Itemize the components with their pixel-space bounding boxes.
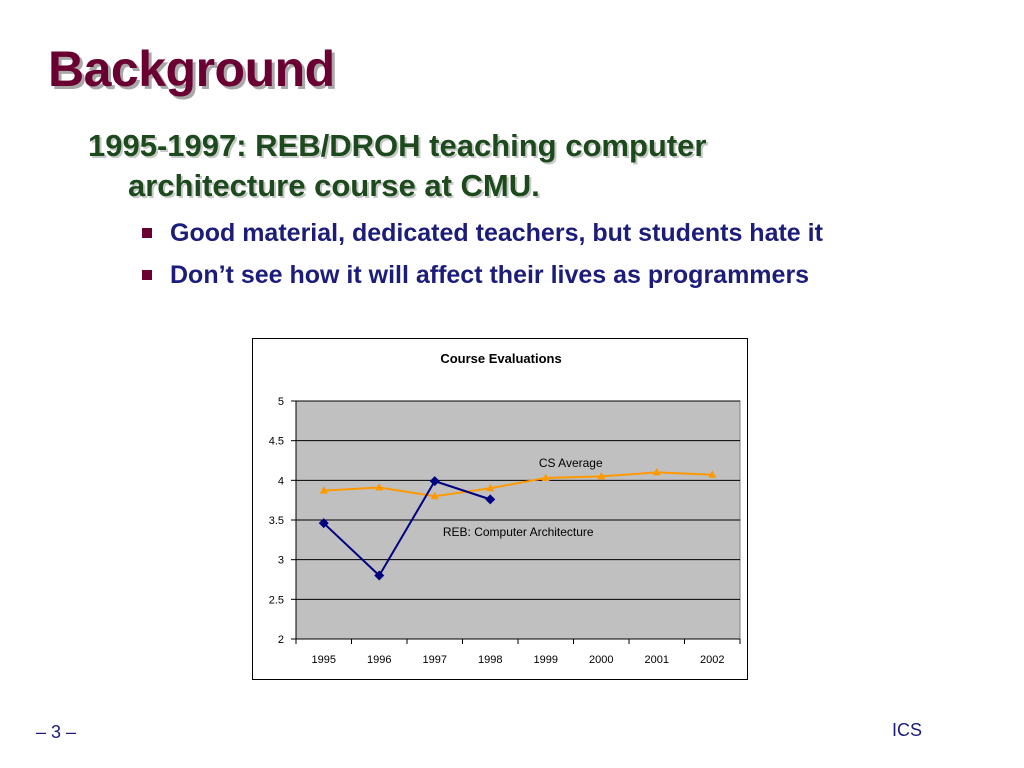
x-tick-label: 1996 <box>367 654 391 666</box>
x-tick-label: 1998 <box>478 654 502 666</box>
y-tick-label: 3.5 <box>269 515 284 527</box>
square-bullet-icon <box>142 228 152 238</box>
slide-title: Background <box>48 41 335 97</box>
page-number: – 3 – <box>36 722 77 742</box>
y-tick-label: 3 <box>278 555 284 567</box>
data-point-cs-average <box>597 471 606 480</box>
series-line-reb-computer-architecture <box>323 479 491 578</box>
sub-bullet-text: Don’t see how it will affect their lives… <box>170 261 810 289</box>
data-point-reb-computer-architecture <box>485 494 496 505</box>
x-tick-label: 1997 <box>423 654 447 666</box>
sub-bullet-item: Don’t see how it will affect their lives… <box>142 254 1002 296</box>
series-line-cs-average <box>323 471 713 498</box>
main-bullet: 1995-1997: REB/DROH teaching computer ar… <box>88 128 707 203</box>
data-point-reb-computer-architecture <box>374 570 385 581</box>
y-tick-label: 4.5 <box>269 436 284 448</box>
x-tick-label: 2002 <box>700 654 724 666</box>
series-label-reb-computer-architecture: REB: Computer Architecture <box>443 525 594 539</box>
y-tick-label: 4 <box>278 475 284 487</box>
data-point-cs-average <box>541 473 550 481</box>
x-tick-label: 2000 <box>589 654 613 666</box>
x-tick-label: 1995 <box>312 654 336 666</box>
square-bullet-icon <box>142 270 152 280</box>
data-point-cs-average <box>375 482 384 491</box>
sub-bullet-text: Good material, dedicated teachers, but s… <box>170 219 823 247</box>
data-point-cs-average <box>652 467 661 476</box>
data-point-cs-average <box>430 491 439 500</box>
sub-bullet-list: Good material, dedicated teachers, but s… <box>142 212 1002 296</box>
x-tick-label: 2001 <box>645 654 669 666</box>
sub-bullet-item: Good material, dedicated teachers, but s… <box>142 212 1002 254</box>
y-tick-label: 2 <box>278 634 284 646</box>
data-point-cs-average <box>486 483 495 492</box>
data-point-cs-average <box>708 470 717 478</box>
y-tick-label: 5 <box>278 396 284 408</box>
series-label-cs-average: CS Average <box>539 456 603 470</box>
chart-canvas: Course Evaluations 2 2.5 3 3.5 4 4.5 5 1995 1996… <box>269 351 741 666</box>
data-point-reb-computer-architecture <box>429 476 440 487</box>
y-tick-label: 2.5 <box>269 594 284 606</box>
footer-label: ICS <box>892 720 923 740</box>
chart-title: Course Evaluations <box>440 351 561 366</box>
x-tick-label: 1999 <box>534 654 558 666</box>
course-evaluations-chart: Course Evaluations 2 2.5 3 3.5 4 4.5 5 1995 1996… <box>252 338 748 680</box>
data-point-reb-computer-architecture <box>318 518 329 529</box>
data-point-cs-average <box>319 486 328 494</box>
